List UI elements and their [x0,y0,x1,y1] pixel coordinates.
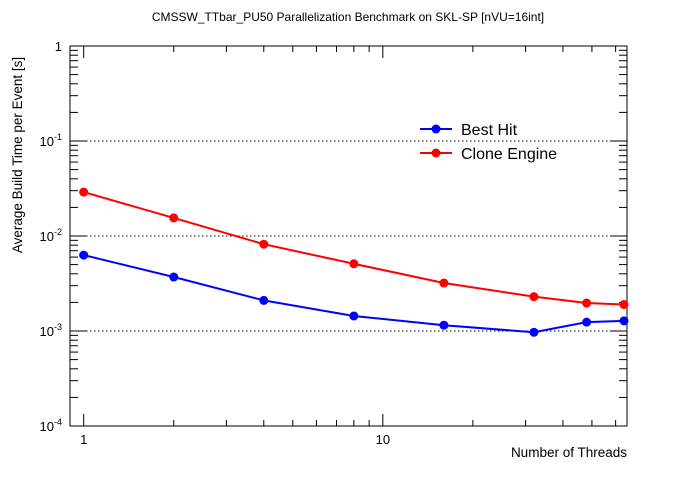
grid [70,140,627,332]
tick-labels: 1 10 10-4 10-3 10-2 10-1 1 [40,39,391,447]
series-line-best-hit [83,254,625,334]
data-point [349,259,359,269]
legend-marker [431,148,441,158]
data-point [439,320,449,330]
data-point [259,239,269,249]
legend-label: Best Hit [461,122,518,139]
axes [69,45,628,427]
data-point [349,311,359,321]
data-point [169,213,179,223]
chart-title: CMSSW_TTbar_PU50 Parallelization Benchma… [152,10,544,24]
y-axis-label: Average Build Time per Event [s] [10,57,25,253]
x-tick-label: 1 [80,432,87,447]
data-point [619,316,629,326]
data-point [619,300,629,310]
legend-label: Clone Engine [461,146,557,163]
data-point [79,187,89,197]
data-point [582,317,592,327]
legend: Best Hit Clone Engine [420,122,557,163]
y-tick-label: 10-3 [40,322,62,339]
data-point [79,250,89,260]
y-tick-label: 10-4 [40,417,62,434]
x-axis-label: Number of Threads [511,445,627,460]
series-layer [79,187,629,337]
data-point [529,327,539,337]
y-tick-label: 10-1 [40,132,62,149]
legend-marker [431,124,441,134]
y-tick-label: 1 [55,39,62,54]
data-point [582,298,592,308]
data-point [259,295,269,305]
x-tick-label: 10 [376,432,390,447]
data-point [169,272,179,282]
data-point [439,278,449,288]
series-line-clone-engine [83,191,625,306]
y-tick-label: 10-2 [40,227,62,244]
data-point [529,292,539,302]
